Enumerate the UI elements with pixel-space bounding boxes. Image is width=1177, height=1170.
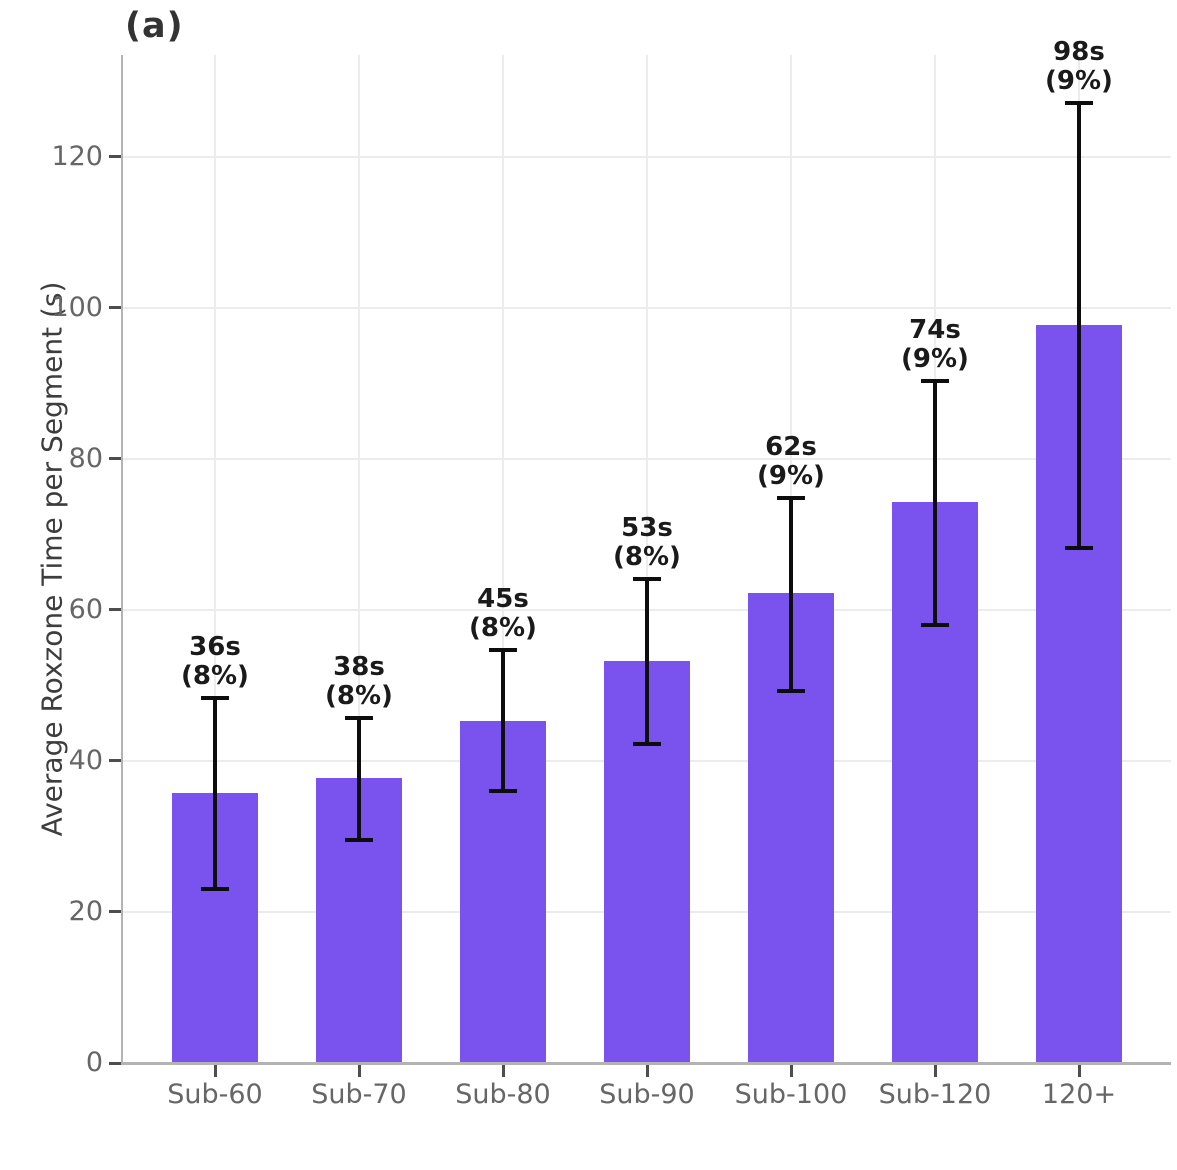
bar-value-label-line: 98s bbox=[1053, 36, 1105, 67]
error-bar-cap-bottom bbox=[633, 741, 661, 746]
error-bar bbox=[789, 498, 793, 691]
y-tick-mark bbox=[109, 608, 121, 612]
error-bar bbox=[501, 649, 505, 792]
bar-value-label: 62s (9%) bbox=[691, 433, 891, 491]
bar-value-label-line: 36s bbox=[189, 632, 241, 663]
bar-value-label-line: (9%) bbox=[1045, 65, 1113, 96]
bar-value-label: 74s (9%) bbox=[835, 316, 1035, 374]
x-tick-mark bbox=[789, 1065, 793, 1077]
error-bar-cap-bottom bbox=[489, 789, 517, 794]
v-gridline bbox=[502, 55, 504, 1063]
v-gridline bbox=[214, 55, 216, 1063]
x-tick-mark bbox=[357, 1065, 361, 1077]
x-tick-label: Sub-120 bbox=[878, 1079, 992, 1110]
bar-value-label: 53s (8%) bbox=[547, 514, 747, 572]
error-bar bbox=[357, 717, 361, 841]
error-bar-cap-bottom bbox=[201, 886, 229, 891]
bar-value-label-line: (8%) bbox=[469, 612, 537, 643]
error-bar-cap-top bbox=[777, 496, 805, 501]
error-bar-cap-bottom bbox=[921, 623, 949, 628]
y-axis-spine bbox=[121, 55, 123, 1063]
y-tick-label: 60 bbox=[68, 593, 103, 625]
error-bar-cap-top bbox=[489, 647, 517, 652]
bar-value-label-line: (8%) bbox=[181, 661, 249, 692]
v-gridline bbox=[358, 55, 360, 1063]
bar-value-label: 36s (8%) bbox=[115, 633, 315, 691]
error-bar bbox=[1077, 102, 1081, 549]
panel-title: (a) bbox=[125, 6, 184, 46]
bar-value-label: 98s (9%) bbox=[979, 36, 1177, 96]
x-tick-mark bbox=[501, 1065, 505, 1077]
error-bar-cap-bottom bbox=[345, 838, 373, 843]
error-bar-cap-bottom bbox=[1065, 546, 1093, 551]
bar-value-label-line: 53s bbox=[621, 513, 673, 544]
y-tick-mark bbox=[109, 457, 121, 461]
bar-value-label-line: 45s bbox=[477, 583, 529, 614]
error-bar bbox=[933, 381, 937, 626]
v-gridline bbox=[646, 55, 648, 1063]
error-bar-cap-top bbox=[1065, 100, 1093, 105]
bar-value-label: 38s (8%) bbox=[259, 651, 459, 711]
x-tick-label: Sub-90 bbox=[599, 1079, 695, 1110]
bar-value-label-line: (8%) bbox=[325, 680, 393, 711]
x-axis-spine bbox=[121, 1061, 1171, 1065]
y-tick-mark bbox=[109, 1061, 121, 1065]
x-tick-label: Sub-80 bbox=[455, 1079, 551, 1110]
bar-value-label-line: 74s bbox=[909, 315, 961, 346]
error-bar-cap-top bbox=[633, 577, 661, 581]
bar-value-label-line: (9%) bbox=[757, 461, 825, 492]
y-tick-mark bbox=[109, 306, 121, 310]
y-tick-label: 0 bbox=[85, 1047, 103, 1078]
y-tick-label: 20 bbox=[68, 895, 103, 927]
y-tick-mark bbox=[109, 910, 121, 914]
y-tick-label: 100 bbox=[51, 291, 103, 323]
bar-value-label: 45s (8%) bbox=[403, 583, 603, 643]
x-tick-mark bbox=[1077, 1065, 1081, 1077]
error-bar bbox=[213, 698, 217, 889]
x-tick-label: 120+ bbox=[1041, 1079, 1117, 1110]
error-bar-cap-top bbox=[921, 379, 949, 384]
x-tick-mark bbox=[933, 1065, 937, 1077]
y-tick-label: 120 bbox=[51, 140, 103, 172]
x-tick-mark bbox=[213, 1065, 217, 1077]
y-tick-label: 80 bbox=[68, 442, 103, 474]
error-bar-cap-top bbox=[345, 715, 373, 720]
error-bar-cap-top bbox=[201, 696, 229, 701]
y-tick-mark bbox=[109, 155, 121, 159]
y-tick-mark bbox=[109, 759, 121, 763]
error-bar-cap-bottom bbox=[777, 688, 805, 693]
x-tick-label: Sub-60 bbox=[167, 1079, 263, 1110]
error-bar bbox=[645, 579, 649, 744]
bar-value-label-line: 38s bbox=[333, 651, 385, 682]
bar-value-label-line: (9%) bbox=[901, 344, 969, 375]
bar-value-label-line: 62s bbox=[765, 432, 817, 463]
y-tick-label: 40 bbox=[68, 744, 103, 776]
bar-value-label-line: (8%) bbox=[613, 542, 681, 573]
x-tick-label: Sub-70 bbox=[311, 1079, 407, 1110]
x-tick-label: Sub-100 bbox=[734, 1079, 848, 1110]
x-tick-mark bbox=[645, 1065, 649, 1077]
